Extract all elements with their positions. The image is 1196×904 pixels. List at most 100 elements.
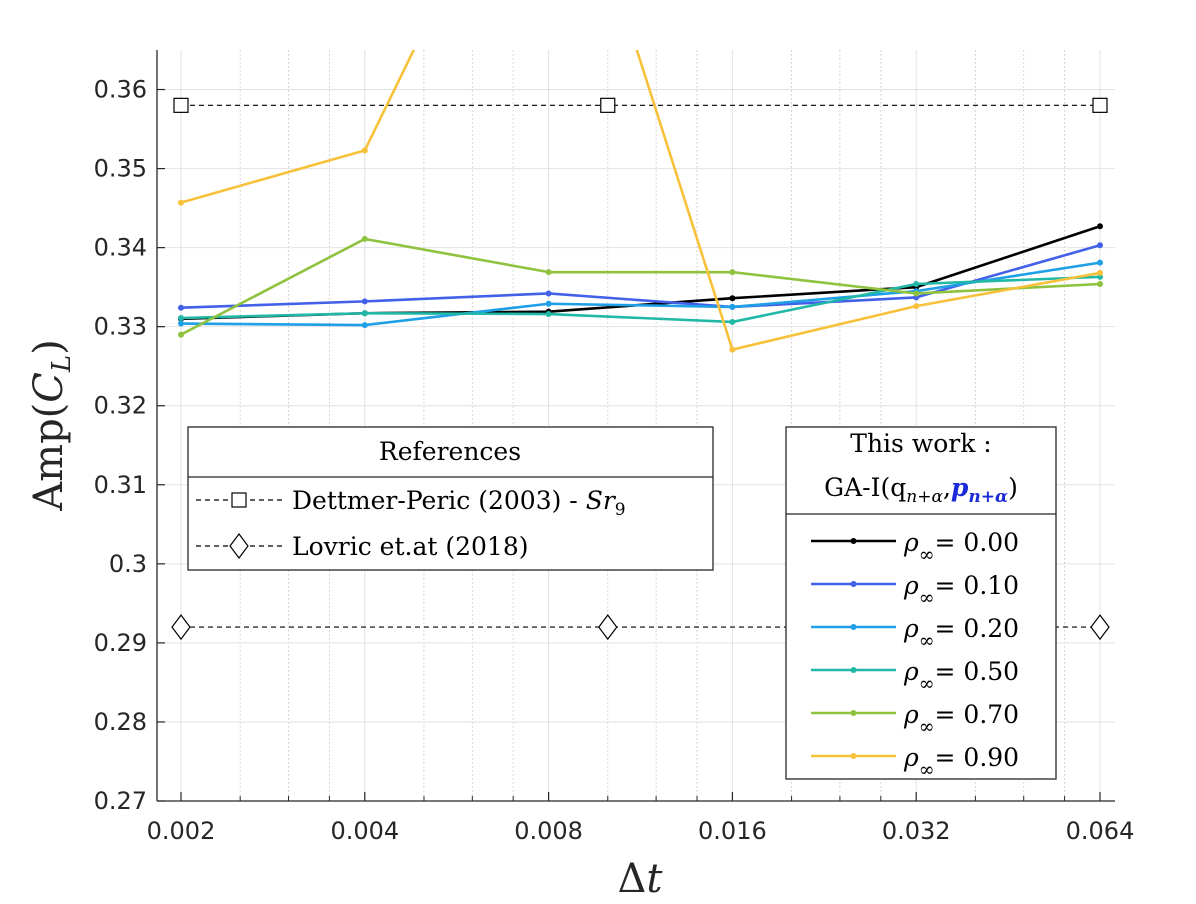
data-point	[1097, 259, 1103, 266]
x-tick-label: 0.064	[1066, 817, 1135, 845]
legend-value: = 0.10	[935, 571, 1020, 600]
reference-marker-square	[1092, 97, 1108, 113]
legend-this-work: This work : GA-I(qn+α,pn+α) ρ∞= 0.00ρ∞= …	[785, 426, 1057, 781]
legend-rho: ρ	[903, 700, 919, 729]
y-tick-label: 0.33	[94, 313, 147, 341]
legend-this-work-comma: ,	[943, 473, 951, 502]
reference-marker-diamond	[598, 614, 618, 641]
legend-this-work-sub1: n+α	[906, 487, 943, 507]
legend-infinity: ∞	[919, 673, 935, 695]
y-axis-label-c: C	[26, 372, 72, 403]
reference-marker-square	[600, 97, 616, 113]
data-point	[1097, 242, 1103, 249]
x-tick-label: 0.008	[514, 817, 583, 845]
x-axis-label: Δt	[618, 856, 664, 902]
legend-swatch-marker	[850, 753, 857, 759]
legend-ref-marker-square	[231, 492, 247, 508]
legend-this-work-subtitle: GA-I(qn+α,pn+α)	[824, 473, 1018, 507]
x-tick-label: 0.002	[147, 817, 216, 845]
legend-series-label: ρ∞= 0.50	[903, 657, 1019, 695]
legend-infinity: ∞	[919, 587, 935, 609]
y-tick-label: 0.27	[94, 787, 147, 815]
legend-ref-dettmer-sr: Sr	[586, 486, 617, 515]
legend-this-work-p: p	[951, 473, 969, 502]
series-line	[180, 244, 1101, 310]
reference-marker-diamond	[1090, 614, 1110, 641]
legend-value: = 0.00	[935, 528, 1020, 557]
data-point	[361, 147, 368, 154]
legend-rho: ρ	[903, 657, 919, 686]
data-point	[729, 346, 736, 353]
data-point	[1097, 280, 1103, 287]
legend-rho: ρ	[903, 743, 919, 772]
data-point	[545, 290, 552, 297]
legend-this-work-close: )	[1008, 473, 1018, 502]
data-point	[178, 199, 184, 206]
legend-this-work-box	[785, 426, 1057, 780]
legend-series-label: ρ∞= 0.70	[903, 700, 1019, 738]
reference-marker-square	[173, 97, 189, 113]
legend-references: References Dettmer-Peric (2003) - Sr9 Lo…	[187, 426, 714, 571]
x-axis-label-delta: Δ	[618, 856, 647, 902]
data-point	[361, 310, 368, 317]
legend-swatch-marker	[850, 581, 857, 587]
series-2	[178, 259, 1103, 329]
y-tick-label: 0.31	[94, 471, 147, 499]
legend-references-box	[187, 426, 714, 571]
legend-series-entries: ρ∞= 0.00ρ∞= 0.10ρ∞= 0.20ρ∞= 0.50ρ∞= 0.70…	[811, 528, 1019, 781]
data-point	[178, 331, 184, 338]
legend-value: = 0.70	[935, 700, 1020, 729]
reference-marker-diamond	[171, 614, 191, 641]
data-point	[178, 314, 184, 321]
legend-infinity: ∞	[919, 630, 935, 652]
legend-ref-marker-diamond	[229, 533, 249, 559]
x-tick-label: 0.016	[698, 817, 767, 845]
legend-series-label: ρ∞= 0.00	[903, 528, 1019, 566]
legend-ref-label-lovric: Lovric et.at (2018)	[292, 532, 529, 561]
data-point	[178, 304, 184, 311]
x-tick-label: 0.032	[882, 817, 951, 845]
series-line	[180, 275, 1101, 324]
data-point	[1097, 269, 1103, 276]
legend-value: = 0.50	[935, 657, 1020, 686]
legend-this-work-ga: GA-I(q	[824, 473, 906, 502]
data-point	[361, 235, 368, 242]
legend-rho: ρ	[903, 528, 919, 557]
legend-infinity: ∞	[919, 759, 935, 781]
y-axis-label-sub: L	[47, 355, 77, 373]
legend-swatch-marker	[850, 667, 857, 673]
legend-series-label: ρ∞= 0.20	[903, 614, 1019, 652]
data-point	[361, 298, 368, 305]
series-4	[178, 235, 1103, 338]
y-tick-label: 0.28	[94, 708, 147, 736]
data-point	[729, 269, 736, 276]
x-tick-label: 0.004	[330, 817, 399, 845]
legend-value: = 0.90	[935, 743, 1020, 772]
legend-references-title: References	[379, 437, 521, 466]
data-point	[729, 295, 736, 302]
legend-infinity: ∞	[919, 716, 935, 738]
data-point	[729, 303, 736, 310]
y-tick-label: 0.36	[94, 76, 147, 104]
data-point	[913, 303, 920, 310]
y-axis-label-close: )	[26, 339, 72, 355]
data-point	[178, 320, 184, 327]
data-point	[913, 290, 920, 297]
y-tick-label: 0.29	[94, 629, 147, 657]
series-line	[180, 237, 1101, 336]
y-tick-label: 0.35	[94, 155, 147, 183]
legend-series-label: ρ∞= 0.90	[903, 743, 1019, 781]
x-axis-label-t: t	[646, 856, 663, 902]
legend-ref-dettmer-sub: 9	[615, 500, 626, 520]
y-tick-label: 0.34	[94, 234, 147, 262]
data-point	[361, 322, 368, 329]
series-line	[180, 50, 1101, 351]
legend-rho: ρ	[903, 614, 919, 643]
data-point	[545, 311, 552, 318]
legend-series-label: ρ∞= 0.10	[903, 571, 1019, 609]
legend-rho: ρ	[903, 571, 919, 600]
series-group	[178, 50, 1103, 353]
legend-ref-dettmer-name: Dettmer-Peric (2003) -	[292, 486, 586, 515]
y-axis-label: Amp(CL)	[26, 339, 77, 512]
y-tick-label: 0.32	[94, 392, 147, 420]
